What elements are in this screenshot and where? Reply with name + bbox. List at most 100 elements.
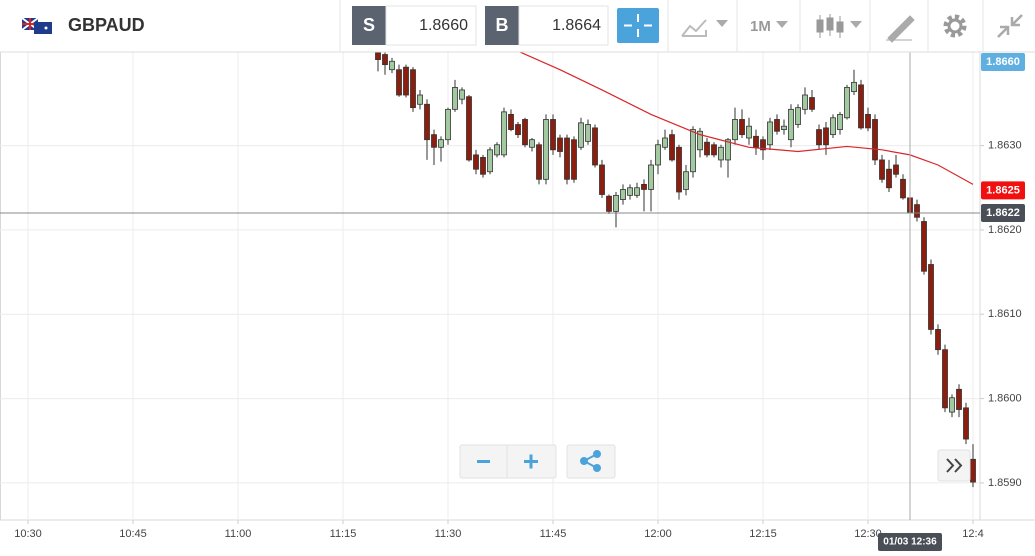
ma-badge — [981, 181, 1025, 200]
candle-body — [690, 129, 696, 173]
candle-body — [935, 329, 941, 351]
candle-body — [928, 264, 934, 330]
settings-button[interactable] — [943, 14, 967, 38]
x-tick-label: 12:30 — [854, 528, 882, 540]
share-button[interactable] — [566, 444, 616, 479]
last-price-badge-label: 1.8660 — [986, 56, 1020, 68]
x-tick-label: 12:00 — [644, 528, 672, 540]
candle-body — [543, 119, 549, 180]
candle-body — [382, 54, 388, 66]
candle-body — [711, 144, 717, 156]
candle-body — [837, 114, 843, 130]
candle-body — [571, 139, 577, 180]
candle-body — [501, 111, 507, 156]
candle-body — [746, 125, 752, 139]
zoom-bar — [459, 444, 557, 479]
candle-body — [809, 97, 815, 110]
candle-body — [627, 187, 633, 196]
crosshair-button[interactable] — [617, 8, 659, 43]
candle-body — [956, 388, 962, 410]
candle-body — [494, 144, 500, 156]
candle-body — [431, 134, 437, 148]
candle-body — [914, 204, 920, 218]
candle-body — [886, 168, 892, 189]
drawing-tool-button[interactable] — [886, 15, 915, 43]
candle-body — [788, 108, 794, 141]
candle-body — [389, 60, 395, 71]
plot-area: 1.8630 1.8620 1.8610 1.8600 1.8590 10:30 10:45… — [0, 52, 1035, 551]
candle-body — [669, 134, 675, 161]
candle-body — [732, 119, 738, 141]
candle-body — [858, 84, 864, 129]
sell-price[interactable]: 1.8660 — [419, 17, 468, 34]
candle-body — [683, 171, 689, 190]
crosshair-icon — [624, 14, 652, 37]
collapse-button[interactable] — [997, 14, 1023, 38]
candle-body — [515, 124, 521, 136]
candle-body — [592, 127, 598, 166]
candle-body — [522, 119, 528, 146]
buy-price[interactable]: 1.8664 — [552, 17, 601, 34]
candle-body — [466, 96, 472, 161]
timeframe[interactable]: 1M — [750, 18, 771, 35]
candle-body — [949, 397, 955, 413]
candle-body — [676, 146, 682, 193]
candle-body — [774, 119, 780, 132]
x-tick-label: 11:15 — [330, 528, 357, 540]
moving-average-line — [518, 52, 974, 185]
last-price-badge — [981, 53, 1025, 71]
candle-body — [480, 157, 486, 175]
candle-body — [963, 407, 969, 440]
candle-body — [508, 114, 514, 130]
candle-body — [662, 137, 668, 148]
y-tick-label: 1.8590 — [988, 477, 1022, 489]
candle-body — [872, 119, 878, 161]
toolbar: GBPAUD S 1.8660 B 1.8664 1M — [0, 0, 1035, 53]
sell-label[interactable]: S — [363, 15, 375, 35]
sell-price-box[interactable] — [385, 5, 477, 46]
candle-body — [634, 187, 640, 196]
candle-body — [403, 66, 409, 96]
buy-label[interactable]: B — [496, 15, 509, 35]
x-tick-label: 11:30 — [435, 528, 462, 540]
candle-body — [760, 139, 766, 151]
flag-icon — [21, 17, 52, 34]
candle-body — [536, 144, 542, 180]
dropdown-arrow[interactable] — [850, 21, 862, 28]
candle-body — [767, 121, 773, 146]
candle-body — [599, 164, 605, 195]
ma-badge-label: 1.8625 — [986, 184, 1020, 196]
dropdown-arrow[interactable] — [776, 21, 788, 28]
candle-body — [697, 130, 703, 151]
candle-body — [473, 154, 479, 170]
y-tick-label: 1.8620 — [988, 224, 1022, 236]
candle-body — [704, 141, 710, 156]
candle-body — [424, 103, 430, 141]
x-tick-label: 10:30 — [14, 528, 42, 540]
candle-body — [823, 127, 829, 146]
candle-body — [648, 164, 654, 190]
candle-body — [655, 144, 661, 166]
dropdown-arrow[interactable] — [716, 20, 728, 27]
x-tick-label: 11:45 — [540, 528, 567, 540]
buy-price-box[interactable] — [518, 5, 609, 46]
candle-body — [487, 149, 493, 173]
candle-body — [459, 89, 465, 100]
candle-type-button[interactable] — [816, 14, 844, 38]
candle-body — [781, 125, 787, 130]
candle-body — [802, 94, 808, 110]
candle-body — [550, 119, 556, 151]
candle-body — [375, 52, 381, 60]
candle-body — [865, 114, 871, 129]
x-tick-label: 10:45 — [119, 528, 147, 540]
candle-body — [718, 146, 724, 161]
crosshair-price-badge — [981, 204, 1025, 223]
chart-style-button[interactable] — [681, 19, 707, 37]
crosshair-price-badge-label: 1.8622 — [986, 207, 1020, 219]
sell-button[interactable] — [352, 6, 386, 45]
candle-body — [795, 107, 801, 125]
crosshair-time-badge — [878, 533, 942, 551]
buy-button[interactable] — [485, 6, 519, 45]
x-tick-label: 12:4 — [962, 528, 983, 540]
zoom-in-button[interactable] — [524, 454, 538, 469]
